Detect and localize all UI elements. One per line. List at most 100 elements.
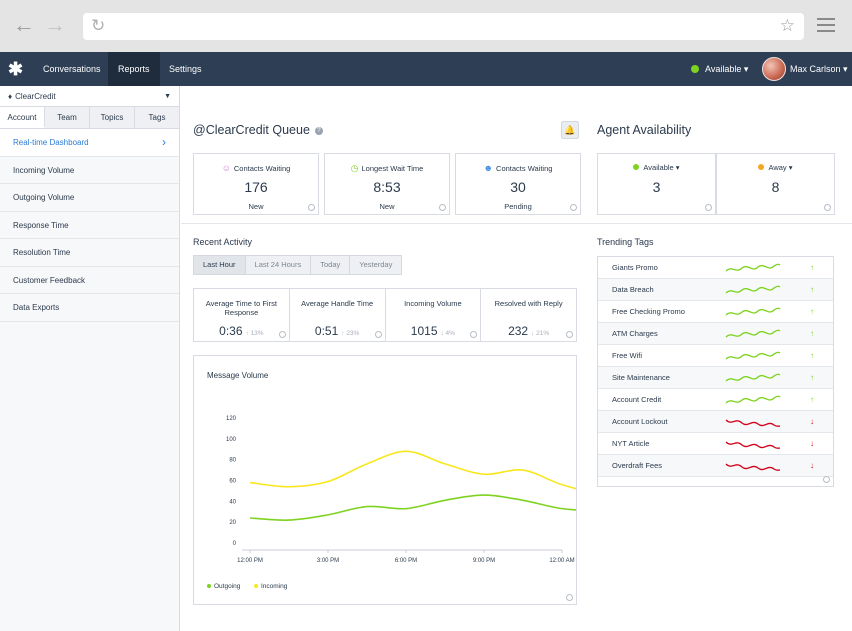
message-volume-chart: Message Volume 0 20 40 60 80 100 120 12:00 PM 3:… [193, 355, 577, 605]
metric-label: Resolved with Reply [494, 299, 563, 308]
info-icon[interactable] [566, 331, 573, 338]
sidebar-item-label: Real-time Dashboard [13, 138, 89, 147]
trend-row[interactable]: Giants Promo ↑ [598, 257, 833, 279]
stat-sublabel: New [248, 202, 264, 211]
people-icon: ☻ [483, 163, 494, 173]
info-icon[interactable] [570, 204, 577, 211]
sidebar-item-incoming-volume[interactable]: Incoming Volume [0, 157, 179, 184]
sidebar-item-customer-feedback[interactable]: Customer Feedback [0, 267, 179, 294]
help-icon[interactable]: ? [314, 127, 323, 135]
info-icon[interactable] [705, 204, 712, 211]
arrow-right-icon[interactable]: → [44, 12, 66, 37]
trend-row[interactable]: Account Credit ↑ [598, 389, 833, 411]
trend-row[interactable]: Site Maintenance ↑ [598, 367, 833, 389]
logo-icon[interactable]: ✱ [8, 59, 24, 79]
metric-handle-time: Average Handle Time 0:51 ↑ 23% [290, 289, 386, 341]
metrics-row: Average Time to First Response 0:36 ↑ 13%… [193, 288, 577, 342]
nav-tab-conversations[interactable]: Conversations [43, 64, 101, 74]
sparkline [725, 307, 781, 316]
trend-row[interactable]: NYT Article ↓ [598, 433, 833, 455]
chevron-down-icon: ▾ [843, 64, 848, 74]
y-tick-label: 80 [229, 458, 236, 464]
tab-topics[interactable]: Topics [90, 107, 135, 128]
stat-card-contacts-waiting-pending: ☻ Contacts Waiting 30 Pending [455, 153, 581, 215]
agent-card-available: Available ▾ 3 [597, 153, 716, 215]
agent-label: Available ▾ [643, 163, 680, 172]
agent-filter-available[interactable]: Available ▾ [598, 163, 715, 172]
stat-value: 30 [510, 179, 526, 195]
sidebar-item-response-time[interactable]: Response Time [0, 212, 179, 239]
status-dropdown[interactable]: Available ▾ [705, 52, 748, 86]
y-tick-label: 20 [229, 520, 236, 526]
metric-value: 0:51 [314, 324, 339, 338]
hamburger-icon[interactable] [817, 18, 835, 32]
tab-tags[interactable]: Tags [148, 113, 166, 122]
arrow-left-icon[interactable]: ← [13, 12, 35, 37]
bell-icon[interactable]: 🔔 [561, 121, 579, 139]
info-icon[interactable] [278, 331, 286, 338]
stat-sublabel: Pending [504, 202, 532, 211]
person-icon: ☺ [221, 163, 231, 173]
info-icon[interactable] [308, 204, 315, 211]
url-bar[interactable]: ↻ ☆ [83, 13, 804, 40]
star-icon[interactable]: ☆ [779, 16, 795, 35]
y-tick-label: 100 [226, 437, 237, 443]
reload-icon[interactable]: ↻ [91, 16, 106, 35]
sidebar-item-data-exports[interactable]: Data Exports [0, 294, 179, 322]
y-tick-label: 120 [226, 416, 237, 422]
info-icon[interactable] [824, 204, 831, 211]
range-last-24-hours[interactable]: Last 24 Hours [245, 256, 312, 274]
sidebar-tabs: Account Team Topics Tags [0, 107, 179, 129]
chevron-right-icon: › [162, 135, 166, 149]
sparkline-path [725, 373, 781, 382]
series-line-outgoing [249, 494, 576, 521]
agent-filter-away[interactable]: Away ▾ [717, 163, 834, 172]
trend-row[interactable]: Account Lockout ↓ [598, 411, 833, 433]
main-content: @ClearCredit Queue? 🔔 ☺ Contacts Waiting … [181, 86, 852, 631]
metric-label: Average Handle Time [301, 299, 374, 308]
arrow-up-icon: ↑ [810, 285, 814, 294]
info-icon[interactable] [439, 204, 446, 211]
account-selector[interactable]: ♦ ClearCredit ▼ [0, 86, 179, 107]
trend-row[interactable]: ATM Charges ↑ [598, 323, 833, 345]
range-last-hour[interactable]: Last Hour [194, 256, 246, 274]
status-label: Available [705, 64, 742, 74]
nav-tab-settings[interactable]: Settings [169, 64, 202, 74]
status-dot [691, 65, 699, 73]
queue-title-text: @ClearCredit Queue [193, 123, 310, 137]
sparkline [725, 285, 781, 294]
info-icon[interactable] [823, 476, 830, 483]
tab-account[interactable]: Account [0, 107, 45, 128]
trend-row[interactable]: Overdraft Fees ↓ [598, 455, 833, 477]
account-name: ClearCredit [15, 92, 56, 101]
sidebar-item-realtime-dashboard[interactable]: Real-time Dashboard › [0, 129, 179, 157]
stat-sublabel: New [379, 202, 395, 211]
trend-row[interactable]: Free Checking Promo ↑ [598, 301, 833, 323]
range-today[interactable]: Today [311, 256, 351, 274]
metric-value: 0:36 [219, 324, 243, 338]
arrow-up-icon: ↑ [810, 373, 814, 382]
metric-resolved-with-reply: Resolved with Reply 232 ↓ 21% [481, 289, 576, 341]
agent-card-away: Away ▾ 8 [716, 153, 835, 215]
nav-tab-reports[interactable]: Reports [108, 52, 160, 86]
tab-team[interactable]: Team [45, 107, 90, 128]
tag-name: ATM Charges [612, 329, 658, 338]
info-icon[interactable] [374, 331, 382, 338]
stat-card-contacts-waiting-new: ☺ Contacts Waiting 176 New [193, 153, 319, 215]
sidebar-item-outgoing-volume[interactable]: Outgoing Volume [0, 184, 179, 212]
x-tick-label: 12:00 PM [237, 558, 263, 564]
range-yesterday[interactable]: Yesterday [350, 256, 402, 274]
sidebar-item-resolution-time[interactable]: Resolution Time [0, 239, 179, 267]
trending-tags-list: Giants Promo ↑ Data Breach ↑ Free Checking P… [597, 256, 834, 487]
sparkline-path [725, 329, 781, 338]
info-icon[interactable] [470, 331, 478, 338]
info-icon[interactable] [566, 594, 573, 601]
trend-row[interactable]: Data Breach ↑ [598, 279, 833, 301]
trend-row[interactable]: Free Wifi ↑ [598, 345, 833, 367]
x-tick-label: 9:00 PM [473, 558, 495, 564]
x-tick-label: 6:00 PM [395, 558, 417, 564]
sparkline-path [725, 441, 781, 449]
tag-name: Data Breach [612, 285, 654, 294]
user-menu[interactable]: Max Carlson ▾ [790, 52, 848, 86]
avatar[interactable] [762, 57, 786, 81]
